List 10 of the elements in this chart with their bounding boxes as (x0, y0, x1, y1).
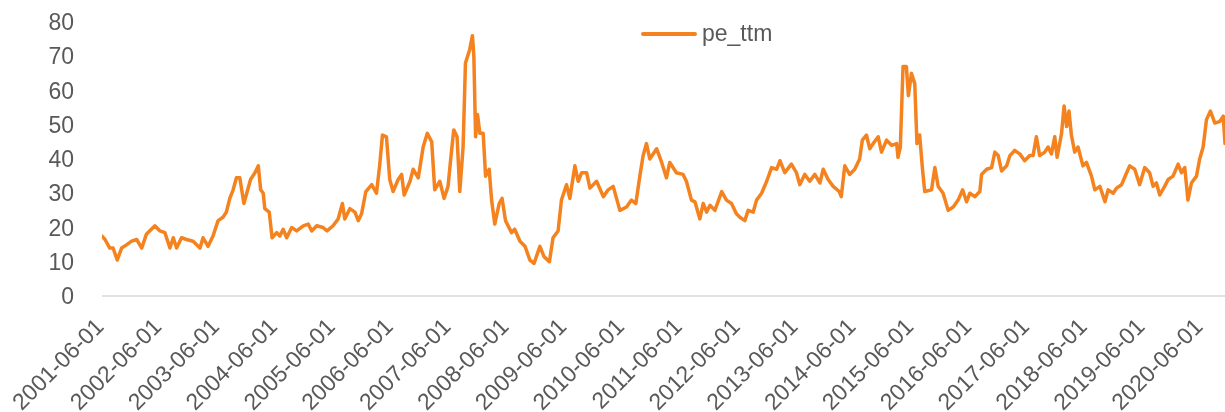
y-tick-label: 70 (48, 43, 74, 70)
y-tick-label: 10 (48, 248, 74, 275)
y-tick-label: 50 (48, 111, 74, 138)
y-tick-label: 80 (48, 9, 74, 36)
y-tick-label: 60 (48, 77, 74, 104)
y-tick-label: 40 (48, 146, 74, 173)
y-tick-label: 20 (48, 214, 74, 241)
y-tick-label: 0 (61, 283, 74, 310)
legend-label: pe_ttm (702, 20, 773, 47)
y-tick-label: 30 (48, 180, 74, 207)
